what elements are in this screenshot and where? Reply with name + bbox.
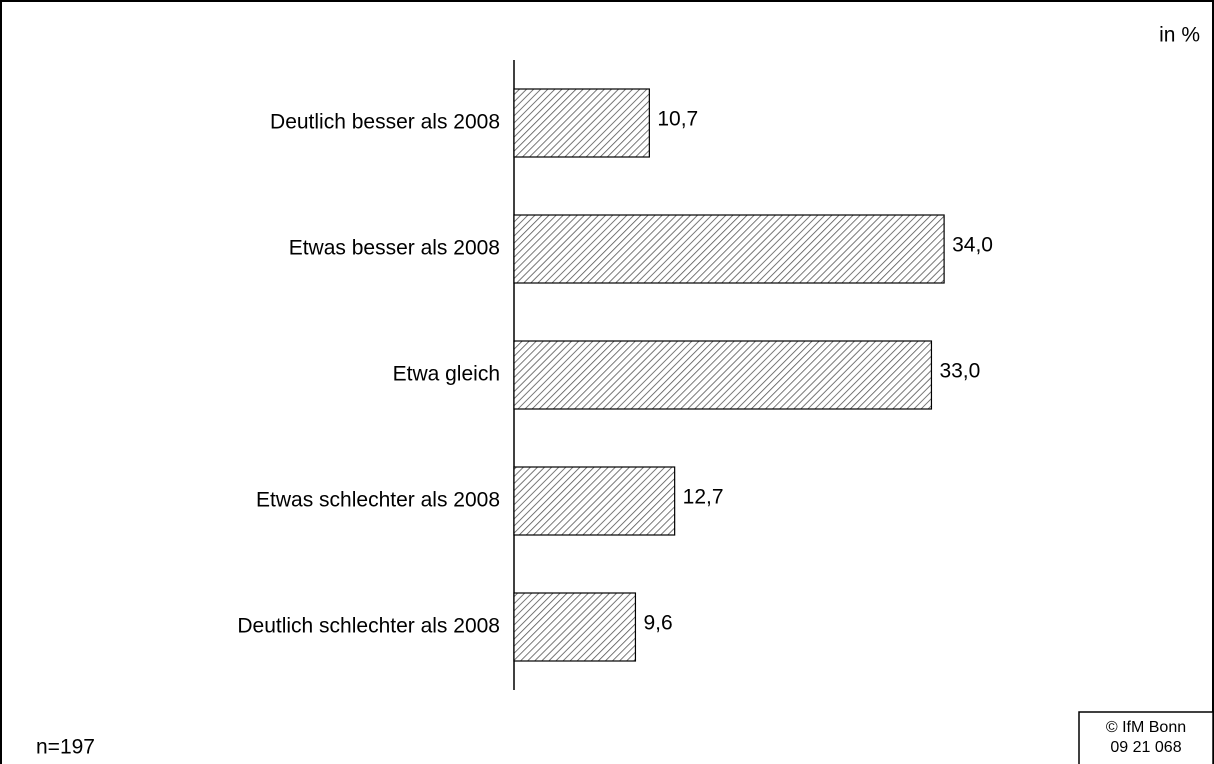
sample-note: n=197 xyxy=(36,736,95,759)
bar xyxy=(513,214,945,284)
value-label: 10,7 xyxy=(657,108,698,131)
category-label: Etwas besser als 2008 xyxy=(289,237,500,260)
value-label: 9,6 xyxy=(643,612,672,635)
source-box xyxy=(1078,711,1214,764)
source-line: © IfM Bonn xyxy=(1106,719,1186,736)
category-label: Deutlich besser als 2008 xyxy=(270,111,500,134)
bar xyxy=(513,88,650,158)
category-label: Etwa gleich xyxy=(393,363,500,386)
unit-label: in % xyxy=(1159,24,1200,47)
value-label: 33,0 xyxy=(939,360,980,383)
category-label: Deutlich schlechter als 2008 xyxy=(237,615,500,638)
bar xyxy=(513,592,637,662)
value-label: 34,0 xyxy=(952,234,993,257)
category-label: Etwas schlechter als 2008 xyxy=(256,489,500,512)
value-label: 12,7 xyxy=(683,486,724,509)
bar xyxy=(513,466,676,536)
bar xyxy=(513,340,933,410)
source-line: 09 21 068 xyxy=(1110,739,1181,756)
